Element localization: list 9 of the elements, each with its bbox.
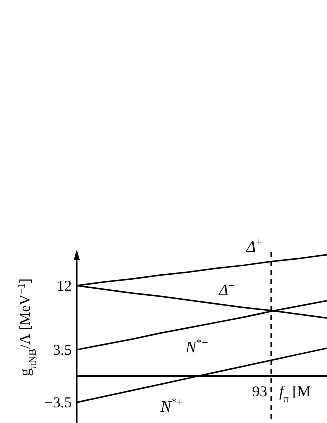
x-tick-label: 93 xyxy=(252,384,268,400)
series-label: N$^{*+}$ xyxy=(160,397,184,416)
y-tick-label: −3.5 xyxy=(44,396,72,412)
y-tick-label: 12 xyxy=(57,278,72,295)
x-axis-title: f$_{π}$ [M xyxy=(279,384,312,405)
series-label: Δ$^{+}$ xyxy=(246,237,262,256)
series-label: N$^{*−}$ xyxy=(184,337,208,356)
series-label: Δ$^{−}$ xyxy=(218,280,235,300)
y-tick-label: 3.5 xyxy=(53,342,72,359)
